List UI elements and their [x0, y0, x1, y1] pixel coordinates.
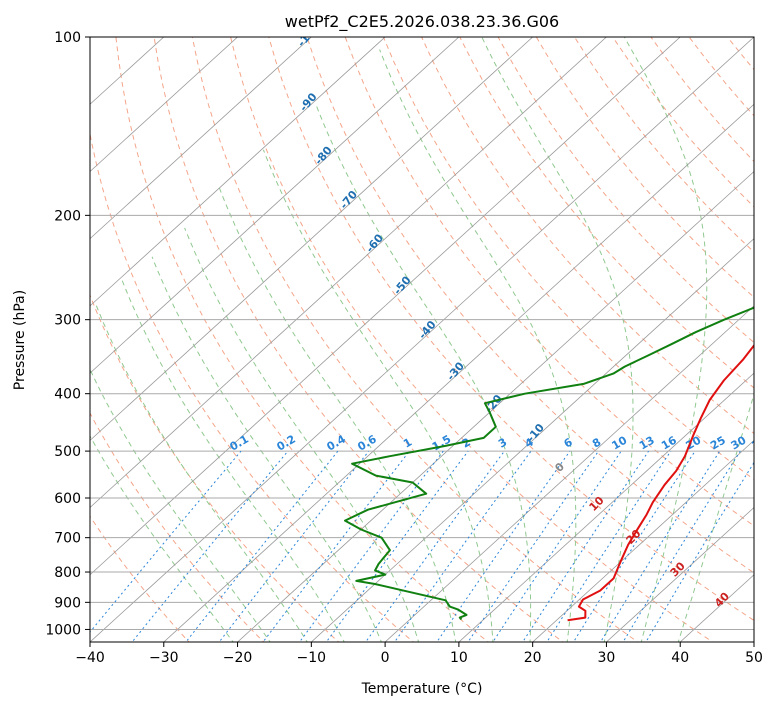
moist-adiabat	[184, 227, 420, 642]
isotherm	[90, 37, 238, 173]
y-tick-label: 300	[54, 313, 81, 329]
temperature-line	[567, 343, 754, 622]
isotherm	[163, 103, 754, 642]
moist-adiabat	[90, 435, 234, 642]
mixing-ratio-label: 36	[749, 433, 769, 452]
isotherm	[532, 439, 754, 642]
dry-adiabat	[90, 293, 340, 642]
dry-adiabat	[535, 37, 754, 298]
plot-frame	[89, 36, 755, 643]
moist-adiabat	[481, 37, 634, 642]
mixing-ratio-line	[600, 450, 721, 642]
y-tick-label: 900	[54, 595, 81, 611]
isotherm	[237, 170, 754, 642]
moist-adiabat	[151, 256, 382, 642]
isotherm	[90, 37, 386, 307]
isotherm	[311, 238, 754, 642]
dry-adiabat	[306, 37, 754, 574]
dewpoint-line	[344, 306, 754, 621]
y-tick-label: 200	[54, 208, 81, 224]
moist-adiabat	[315, 104, 532, 642]
mixing-ratio-line	[645, 461, 754, 642]
y-tick-label: 700	[54, 531, 81, 547]
mixing-ratio-line	[325, 450, 469, 642]
y-tick-label: 400	[54, 387, 81, 403]
axes: −40 −30 −20 −10 0 10 20 30 40 50 1000 900 800 700 600 5…	[45, 30, 763, 666]
moist-adiabat	[677, 392, 754, 642]
y-tick-label: 800	[54, 565, 81, 581]
isotherm	[90, 37, 460, 374]
mixing-ratio-line	[131, 450, 289, 642]
y-tick-label: 500	[54, 444, 81, 460]
moist-adiabat	[94, 301, 308, 642]
mixing-ratio-line	[436, 450, 571, 642]
x-tick-label: 20	[524, 650, 542, 666]
x-tick-label: 30	[598, 650, 616, 666]
isotherm	[458, 372, 754, 642]
plot-area: 0.10.20.40.611.52346810131620253036-100-…	[90, 37, 769, 642]
mixing-ratio-line	[298, 450, 444, 642]
moist-adiabat	[90, 368, 271, 642]
moist-adiabat	[219, 188, 457, 642]
dry-adiabat	[191, 37, 639, 642]
x-tick-label: 50	[745, 650, 763, 666]
isotherm	[90, 37, 312, 240]
mixing-ratio-line	[185, 450, 339, 642]
y-tick-label: 100	[54, 30, 81, 46]
isotherm	[384, 305, 754, 642]
x-tick-label: −40	[75, 650, 105, 666]
dry-adiabat	[153, 37, 564, 642]
isotherm	[90, 37, 754, 642]
y-axis-label: Pressure (hPa)	[12, 290, 28, 390]
dry-adiabat	[459, 37, 754, 389]
x-axis-label: Temperature (°C)	[361, 681, 483, 697]
y-tick-label: 600	[54, 491, 81, 507]
mixing-ratio-line	[467, 450, 599, 642]
dry-adiabat	[268, 37, 754, 622]
moist-adiabat	[262, 149, 494, 642]
x-tick-label: −30	[149, 650, 179, 666]
x-tick-label: 40	[671, 650, 689, 666]
isotherm	[90, 37, 607, 509]
isotherm	[90, 37, 533, 441]
moist-adiabat	[120, 277, 345, 642]
x-tick-label: −20	[223, 650, 253, 666]
isotherm	[606, 506, 754, 642]
isotherm	[90, 37, 681, 576]
dry-adiabat	[344, 37, 754, 527]
y-tick-label: 1000	[45, 622, 81, 638]
mixing-ratio-line	[572, 450, 696, 642]
mixing-ratio-line	[90, 450, 242, 633]
moist-adiabat	[379, 49, 577, 642]
dry-adiabat	[382, 37, 754, 481]
x-tick-label: 0	[381, 650, 390, 666]
mixing-ratio-line	[393, 450, 532, 642]
chart-title: wetPf2_C2E5.2026.038.23.36.G06	[285, 12, 559, 32]
x-tick-label: −10	[297, 650, 327, 666]
dry-adiabat	[421, 37, 754, 435]
x-tick-label: 10	[450, 650, 468, 666]
